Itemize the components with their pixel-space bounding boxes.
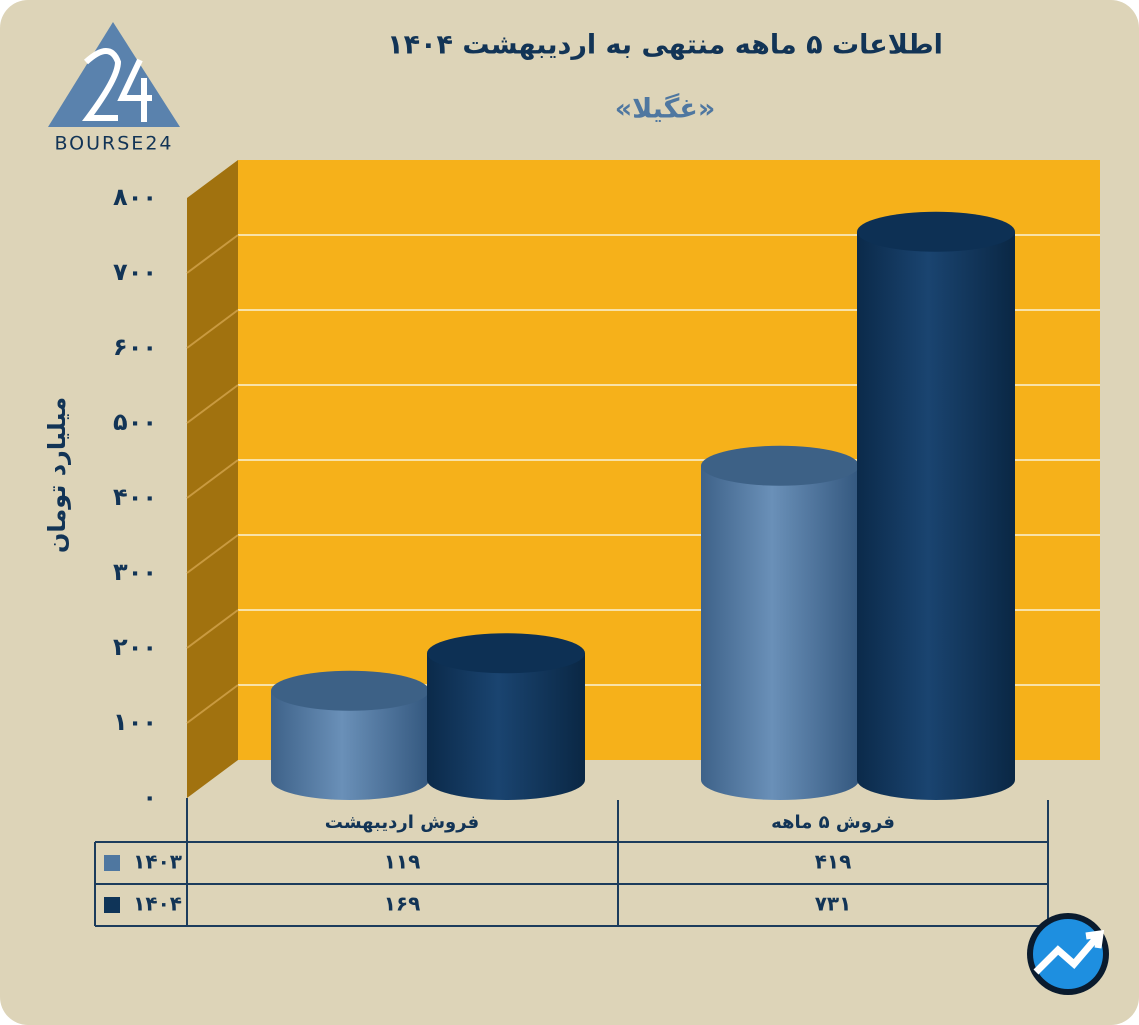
legend-label: ۱۴۰۳ — [133, 850, 182, 874]
x-tick-label: فروش ۵ ماهه — [771, 812, 895, 833]
bar — [857, 231, 1015, 800]
bar-top — [427, 633, 585, 674]
y-tick-label: ۰ — [142, 783, 157, 811]
grid-line-side — [186, 459, 239, 499]
y-tick-label: ۱۰۰ — [113, 708, 157, 736]
bar — [701, 465, 859, 800]
y-tick-label: ۳۰۰ — [113, 558, 157, 586]
y-tick-label: ۸۰۰ — [113, 183, 157, 211]
y-tick-label: ۶۰۰ — [113, 333, 157, 361]
y-axis-label: میلیارد تومان — [43, 397, 71, 553]
bar — [427, 653, 585, 800]
logo-text: BOURSE24 — [54, 133, 173, 155]
bar-top — [701, 445, 859, 486]
bar-top — [271, 670, 429, 711]
legend-label: ۱۴۰۴ — [133, 892, 182, 916]
grid-line-side — [186, 609, 239, 649]
bar — [271, 690, 429, 800]
legend-swatch — [104, 855, 120, 871]
x-tick-label: فروش اردیبهشت — [325, 812, 479, 833]
y-tick-label: ۵۰۰ — [113, 408, 157, 436]
value-label: ۴۱۹ — [815, 850, 852, 874]
value-label: ۷۳۱ — [815, 892, 852, 916]
grid-line-side — [186, 234, 239, 274]
brand-icon — [1027, 913, 1109, 995]
y-tick-label: ۷۰۰ — [113, 258, 157, 286]
grid-line-side — [186, 684, 239, 724]
logo: BOURSE24 — [48, 22, 180, 155]
grid-line-side — [186, 309, 239, 349]
grid-line-side — [186, 384, 239, 424]
legend-swatch — [104, 897, 120, 913]
bar-top — [857, 211, 1015, 252]
grid-line-side — [186, 534, 239, 574]
value-label: ۱۶۹ — [384, 892, 421, 916]
data-table — [94, 798, 1049, 927]
y-tick-label: ۴۰۰ — [113, 483, 157, 511]
chart-title: اطلاعات ۵ ماهه منتهی به اردیبهشت ۱۴۰۴ — [387, 30, 943, 61]
chart-subtitle: «غگیلا» — [615, 93, 716, 125]
y-tick-label: ۲۰۰ — [113, 633, 157, 661]
value-label: ۱۱۹ — [384, 850, 421, 874]
